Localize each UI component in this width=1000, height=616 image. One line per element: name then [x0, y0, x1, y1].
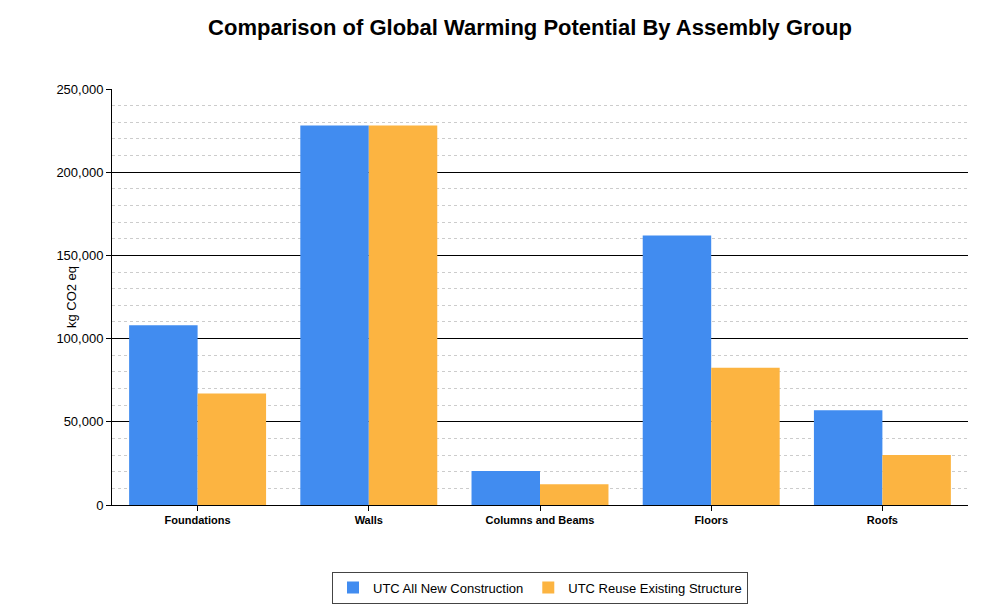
svg-text:Floors: Floors: [694, 514, 728, 526]
svg-text:Comparison of Global Warming P: Comparison of Global Warming Potential B…: [208, 15, 852, 40]
svg-text:Walls: Walls: [355, 514, 383, 526]
svg-text:50,000: 50,000: [64, 414, 104, 429]
svg-text:UTC All New Construction: UTC All New Construction: [373, 581, 523, 596]
svg-text:200,000: 200,000: [56, 165, 103, 180]
svg-text:150,000: 150,000: [56, 248, 103, 263]
svg-text:Foundations: Foundations: [165, 514, 231, 526]
svg-text:250,000: 250,000: [56, 82, 103, 97]
svg-text:UTC Reuse Existing Structure: UTC Reuse Existing Structure: [568, 581, 741, 596]
svg-text:Columns and Beams: Columns and Beams: [486, 514, 595, 526]
svg-text:0: 0: [96, 498, 103, 513]
svg-text:Roofs: Roofs: [867, 514, 898, 526]
svg-text:100,000: 100,000: [56, 331, 103, 346]
svg-text:kg CO2 eq: kg CO2 eq: [64, 266, 79, 328]
